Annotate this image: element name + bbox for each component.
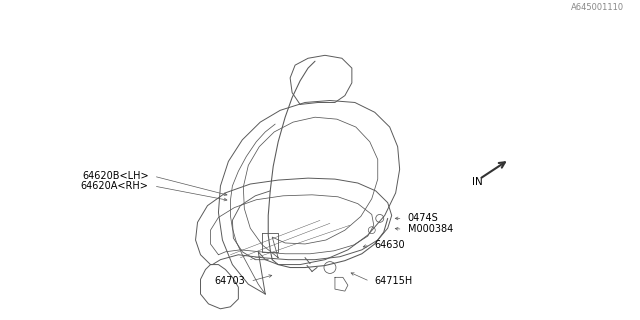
Text: 64630: 64630 (375, 240, 405, 250)
Text: 64620B<LH>: 64620B<LH> (82, 171, 148, 181)
Text: 64620A<RH>: 64620A<RH> (81, 181, 148, 191)
Text: IN: IN (472, 177, 483, 187)
Text: A645001110: A645001110 (570, 3, 623, 12)
Text: 0474S: 0474S (408, 213, 438, 223)
Text: M000384: M000384 (408, 224, 453, 234)
Text: 64703: 64703 (214, 276, 245, 286)
Text: 64715H: 64715H (375, 276, 413, 286)
